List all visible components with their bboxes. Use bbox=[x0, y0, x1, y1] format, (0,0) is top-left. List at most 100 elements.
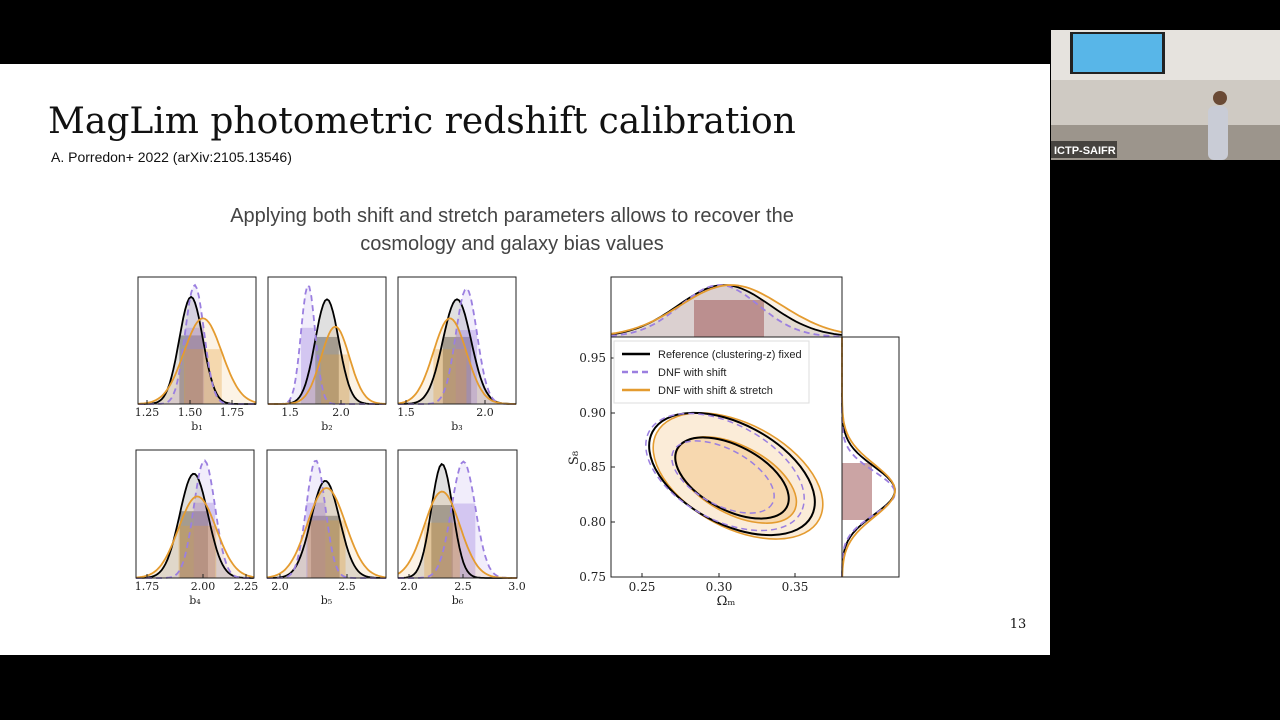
x-tick-label: 3.0 bbox=[508, 580, 526, 593]
posterior-curve bbox=[137, 317, 257, 405]
panel-frame bbox=[397, 276, 517, 405]
x-axis-label: Ωₘ bbox=[717, 594, 736, 609]
panel-frame bbox=[135, 449, 255, 579]
legend-label: DNF with shift & stretch bbox=[658, 385, 773, 397]
contour-fill bbox=[652, 412, 824, 540]
posterior-curve bbox=[397, 317, 516, 405]
posterior-fill bbox=[136, 473, 254, 578]
contour-line bbox=[671, 440, 775, 514]
x-tick-label: 2.25 bbox=[234, 580, 259, 593]
credible-band bbox=[321, 354, 350, 404]
y-axis-label: S₈ bbox=[567, 451, 582, 465]
posterior-fill bbox=[138, 285, 256, 404]
x-tick-label: 1.50 bbox=[178, 406, 203, 419]
y-tick-label: 0.80 bbox=[579, 515, 606, 529]
x-axis-label: b₅ bbox=[321, 594, 332, 607]
x-axis-label: b₂ bbox=[321, 420, 332, 433]
x-axis-label: b₃ bbox=[451, 420, 462, 433]
marginal-frame bbox=[842, 336, 900, 578]
posterior-panel: 1.75 2.00 2.25 b₄ bbox=[135, 449, 259, 607]
posterior-panel: 1.25 1.50 1.75 b₁ bbox=[135, 276, 257, 433]
webcam-caption: ICTP-SAIFR bbox=[1054, 145, 1116, 157]
y-tick-label: 0.90 bbox=[579, 406, 606, 420]
webcam: ICTP-SAIFR bbox=[1051, 30, 1280, 160]
webcam-person-body bbox=[1208, 106, 1228, 160]
posterior-curve bbox=[136, 459, 254, 579]
x-tick-label: 2.0 bbox=[271, 580, 289, 593]
x-tick-label: 2.0 bbox=[332, 406, 350, 419]
x-tick-label: 0.35 bbox=[782, 580, 809, 594]
posterior-fill bbox=[398, 464, 517, 578]
slide-title: MagLim photometric redshift calibration bbox=[48, 101, 796, 142]
legend-label: Reference (clustering-z) fixed bbox=[658, 349, 802, 361]
x-tick-label: 2.00 bbox=[191, 580, 216, 593]
posterior-fill bbox=[268, 299, 386, 404]
credible-band bbox=[455, 330, 478, 404]
posterior-fill bbox=[398, 299, 516, 404]
posterior-panel: 1.5 2.0 b₃ bbox=[397, 276, 517, 433]
panel-frame bbox=[137, 276, 257, 405]
x-axis-label: b₆ bbox=[452, 594, 464, 607]
webcam-screen bbox=[1073, 34, 1162, 72]
credible-band bbox=[311, 515, 340, 578]
marginal-band bbox=[842, 463, 872, 520]
panel-frame bbox=[266, 449, 387, 579]
x-tick-label: 1.75 bbox=[220, 406, 245, 419]
x-tick-label: 2.0 bbox=[476, 406, 494, 419]
x-tick-label: 2.5 bbox=[338, 580, 356, 593]
y-tick-label: 0.95 bbox=[579, 351, 606, 365]
credible-band bbox=[315, 336, 339, 404]
posterior-fill bbox=[268, 285, 386, 404]
y-tick-label: 0.75 bbox=[579, 570, 606, 584]
legend-label: DNF with shift bbox=[658, 367, 726, 379]
posterior-fill bbox=[268, 326, 386, 404]
posterior-fill bbox=[398, 288, 516, 404]
caption-bg bbox=[1051, 141, 1117, 158]
marginal-frame bbox=[610, 276, 843, 337]
x-tick-label: 1.25 bbox=[135, 406, 160, 419]
posterior-panel: 2.0 2.5 3.0 b₆ bbox=[397, 449, 526, 607]
posterior-curve bbox=[138, 283, 256, 405]
credible-band bbox=[178, 525, 217, 578]
posterior-curve bbox=[135, 495, 255, 579]
credible-band bbox=[431, 505, 453, 578]
webcam-person-head bbox=[1213, 91, 1227, 105]
marginal-curve bbox=[610, 284, 843, 335]
posterior-fill bbox=[138, 318, 256, 404]
credible-band bbox=[179, 335, 203, 404]
y-tick-label: 0.85 bbox=[579, 460, 606, 474]
marginal-band bbox=[694, 300, 764, 337]
posterior-curve bbox=[267, 479, 386, 579]
posterior-curve bbox=[398, 460, 517, 579]
x-tick-label: 2.5 bbox=[454, 580, 472, 593]
x-tick-label: 0.25 bbox=[629, 580, 656, 594]
plot-frame bbox=[610, 336, 843, 578]
credible-band bbox=[307, 520, 346, 578]
posterior-fill bbox=[136, 460, 254, 578]
contour-plot: 0.95 0.90 0.85 0.80 0.75 0.25 0.30 0.35 Ωₘ S₈ Refe… bbox=[567, 276, 900, 609]
x-tick-label: 0.30 bbox=[706, 580, 733, 594]
subtitle-line: cosmology and galaxy bias values bbox=[360, 233, 664, 255]
credible-band bbox=[185, 327, 205, 404]
x-tick-label: 1.75 bbox=[135, 580, 160, 593]
x-tick-label: 1.5 bbox=[397, 406, 415, 419]
posterior-curve bbox=[266, 487, 387, 579]
posterior-fill bbox=[267, 480, 386, 578]
posterior-fill bbox=[398, 318, 516, 404]
x-tick-label: 2.0 bbox=[400, 580, 418, 593]
contour-line bbox=[674, 436, 790, 520]
panel-frame bbox=[397, 449, 518, 579]
page-number: 13 bbox=[1010, 617, 1027, 632]
citation: A. Porredon+ 2022 (arXiv:2105.13546) bbox=[51, 149, 292, 165]
posterior-curve bbox=[397, 490, 517, 579]
credible-band bbox=[424, 522, 460, 578]
credible-band bbox=[451, 503, 476, 578]
posterior-fill bbox=[267, 488, 386, 578]
posterior-curve bbox=[268, 284, 386, 405]
posterior-panel: 1.5 2.0b₂ bbox=[267, 276, 387, 433]
subtitle-line: Applying both shift and stretch paramete… bbox=[230, 205, 794, 227]
posterior-panel: 2.0 2.5 b₅ bbox=[266, 449, 387, 607]
credible-band bbox=[442, 336, 472, 404]
